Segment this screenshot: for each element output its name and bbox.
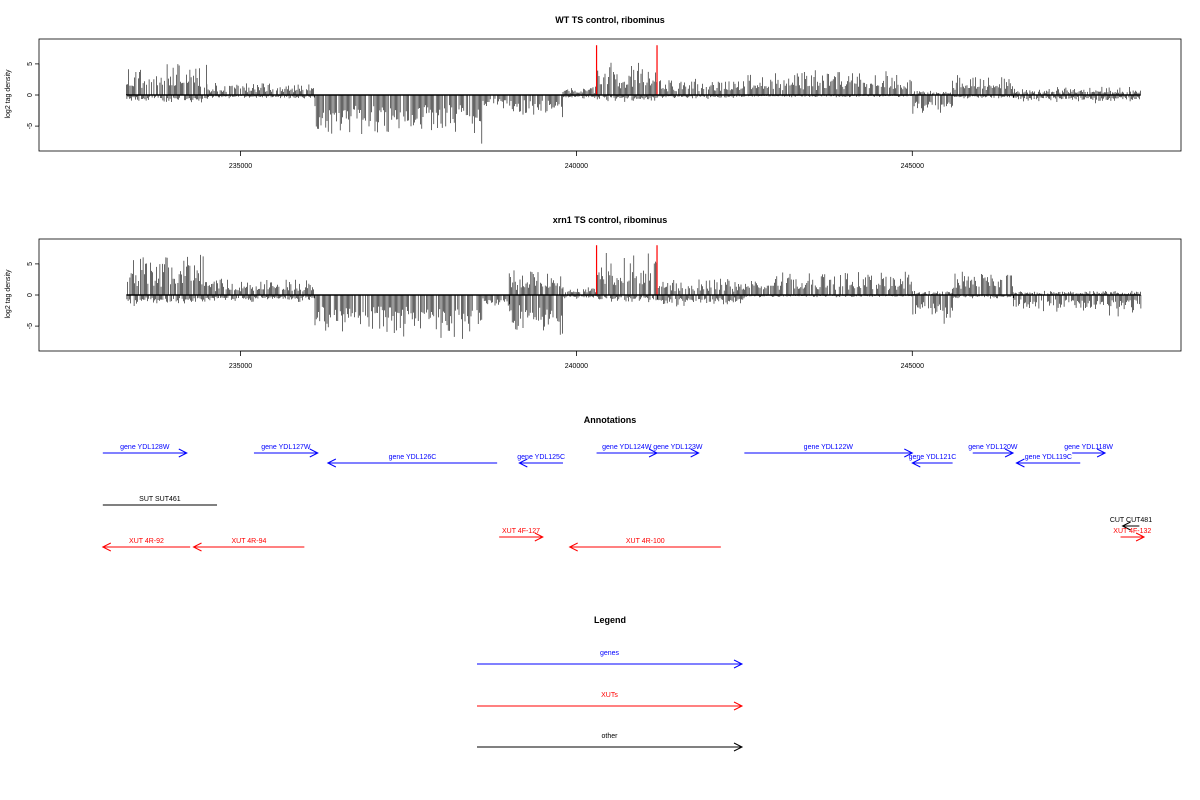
feature-label: XUT 4F-127	[502, 528, 540, 535]
y-axis-label: log2 tag density	[5, 69, 12, 119]
feature-label: gene YDL125C	[517, 454, 565, 461]
x-axis: 235000 240000 245000	[229, 350, 924, 370]
legend-item-gene: genes	[477, 650, 744, 669]
feature-gene: gene YDL122W	[744, 444, 914, 458]
signal-bars	[126, 253, 1142, 339]
feature-arrow	[101, 542, 191, 552]
feature-gene: gene YDL120W	[968, 444, 1018, 458]
annotations-title: Annotations	[584, 415, 637, 425]
feature-label: gene YDL119C	[1025, 454, 1072, 461]
feature-arrow	[192, 542, 305, 552]
feature-list: gene YDL128W gene YDL127W gene YDL126C gene…	[101, 444, 1152, 552]
highlight-lines	[595, 45, 658, 95]
legend-item-xut: XUTs	[477, 692, 744, 711]
x-axis: 235000 240000 245000	[229, 150, 924, 170]
signal-bars	[126, 62, 1141, 144]
legend-title: Legend	[594, 615, 626, 625]
feature-label: gene YDL126C	[389, 454, 437, 461]
legend-label: genes	[600, 650, 620, 657]
feature-other: SUT SUT461	[102, 496, 218, 506]
annotations-panel: Annotations gene YDL128W gene YDL127Wgene…	[101, 415, 1152, 552]
x-tick-label: 235000	[229, 163, 252, 170]
feature-arrow	[499, 532, 544, 542]
feature-label: XUT 4R-92	[129, 538, 164, 545]
feature-gene: gene YDL126C	[326, 454, 498, 468]
feature-arrow	[518, 458, 563, 468]
track-title: xrn1 TS control, ribominus	[553, 215, 668, 225]
feature-gene: gene YDL128W	[102, 444, 188, 458]
feature-xut: XUT 4R-100	[568, 538, 721, 552]
feature-label: gene YDL122W	[804, 444, 854, 451]
feature-xut: XUT 4F-132	[1113, 528, 1151, 542]
y-tick-label: 0	[27, 93, 34, 97]
feature-gene: gene YDL119C	[1015, 454, 1081, 468]
feature-gene: gene YDL123W	[653, 444, 703, 458]
feature-other: CUT CUT481	[1110, 517, 1152, 531]
track-title: WT TS control, ribominus	[555, 15, 665, 25]
y-axis: -5 0 5	[27, 62, 40, 129]
legend-arrow	[477, 742, 744, 752]
y-tick-label: 0	[27, 293, 34, 297]
feature-label: gene YDL123W	[653, 444, 703, 451]
x-tick-label: 245000	[901, 363, 924, 370]
feature-arrow	[1072, 448, 1107, 458]
feature-arrow	[326, 458, 498, 468]
track-xrn1-ts-control: xrn1 TS control, ribominus log2 tag dens…	[5, 215, 1182, 370]
x-tick-label: 245000	[901, 163, 924, 170]
feature-label: gene YDL128W	[120, 444, 170, 451]
x-tick-label: 240000	[565, 363, 588, 370]
legend-arrow	[477, 659, 744, 669]
feature-arrow	[568, 542, 721, 552]
feature-arrow	[1121, 521, 1140, 531]
feature-label: gene YDL124W	[602, 444, 652, 451]
legend-label: other	[602, 733, 619, 740]
x-tick-label: 240000	[565, 163, 588, 170]
feature-gene: gene YDL124W	[596, 444, 659, 458]
feature-label: XUT 4F-132	[1113, 528, 1151, 535]
feature-arrow	[102, 448, 188, 458]
feature-label: XUT 4R-100	[626, 538, 665, 545]
feature-arrow	[253, 448, 319, 458]
y-tick-label: 5	[27, 262, 34, 266]
y-tick-label: 5	[27, 62, 34, 66]
feature-gene: gene YDL118W	[1064, 444, 1113, 458]
feature-arrow	[744, 448, 914, 458]
highlight-lines	[595, 245, 658, 295]
feature-arrow	[1015, 458, 1081, 468]
feature-xut: XUT 4F-127	[499, 528, 544, 542]
y-tick-label: -5	[27, 323, 34, 329]
legend: Legend genes XUTs other	[477, 615, 744, 752]
feature-label: SUT SUT461	[139, 496, 181, 503]
feature-label: gene YDL120W	[968, 444, 1018, 451]
feature-arrow	[972, 448, 1015, 458]
feature-gene: gene YDL125C	[517, 454, 565, 468]
feature-arrow	[911, 458, 953, 468]
y-axis: -5 0 5	[27, 262, 40, 329]
legend-label: XUTs	[601, 692, 618, 699]
feature-xut: XUT 4R-94	[192, 538, 305, 552]
legend-arrow	[477, 701, 744, 711]
feature-label: gene YDL118W	[1064, 444, 1113, 451]
feature-arrow	[657, 448, 700, 458]
track-wt-ts-control: WT TS control, ribominus log2 tag densit…	[5, 15, 1182, 170]
feature-gene: gene YDL127W	[253, 444, 319, 458]
feature-label: CUT CUT481	[1110, 517, 1152, 524]
y-axis-label: log2 tag density	[5, 269, 12, 319]
feature-arrow	[1120, 532, 1146, 542]
legend-items: genes XUTs other	[477, 650, 744, 752]
x-tick-label: 235000	[229, 363, 252, 370]
feature-gene: gene YDL121C	[909, 454, 957, 468]
y-tick-label: -5	[27, 123, 34, 129]
feature-label: gene YDL127W	[261, 444, 311, 451]
feature-label: XUT 4R-94	[231, 538, 266, 545]
feature-xut: XUT 4R-92	[101, 538, 191, 552]
legend-item-other: other	[477, 733, 744, 752]
feature-label: gene YDL121C	[909, 454, 957, 461]
